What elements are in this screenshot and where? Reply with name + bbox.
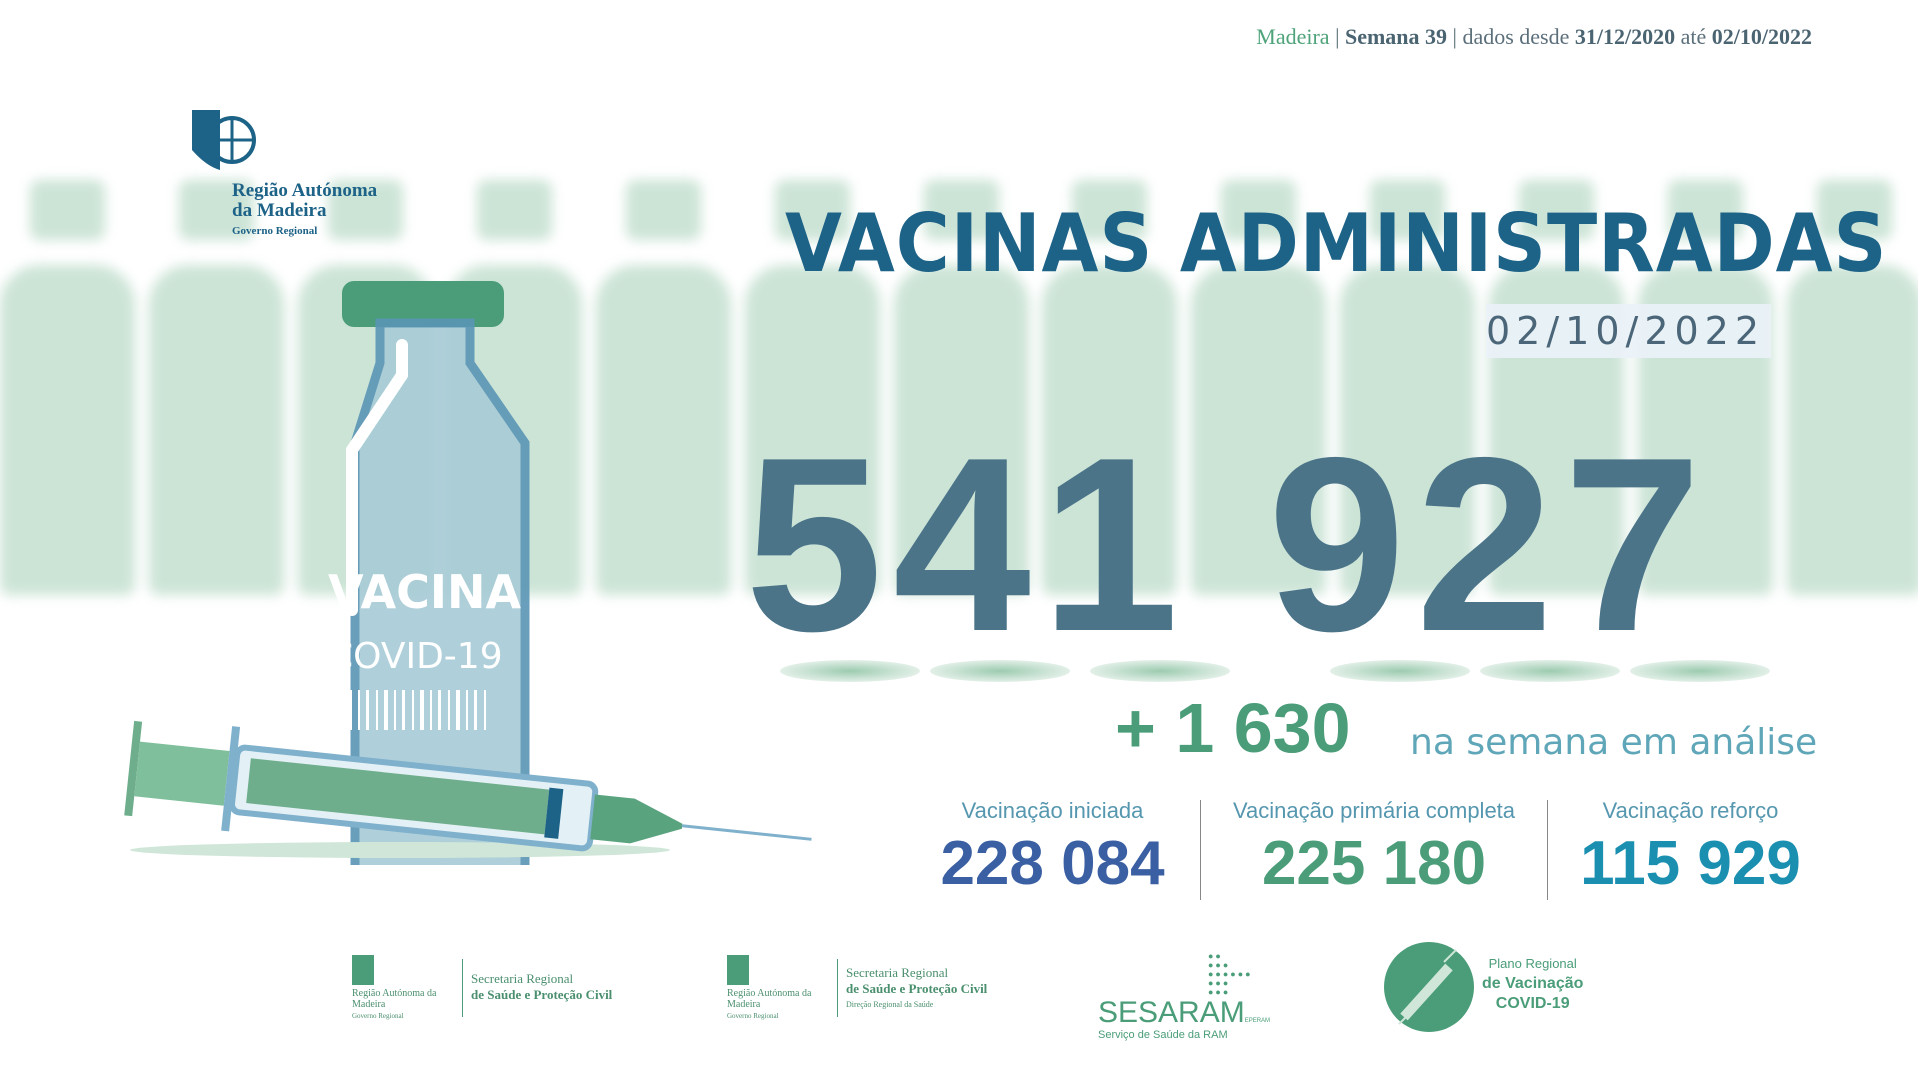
footer-sec2: de Saúde e Proteção Civil [846, 981, 988, 996]
ghost-bottle [1787, 180, 1918, 620]
total-vaccines: 541 927 [745, 405, 1712, 683]
region: Madeira [1256, 24, 1330, 49]
week: Semana 39 [1344, 24, 1448, 49]
stat-value: 228 084 [940, 829, 1165, 898]
syringe-circle-icon [1384, 942, 1474, 1032]
ghost-bottle [744, 180, 880, 620]
footer-sec1: Secretaria Regional [471, 971, 574, 986]
footer-sec2: de Saúde e Proteção Civil [471, 987, 613, 1002]
logo-line3: Governo Regional [232, 225, 318, 237]
stat-booster: Vacinação reforço 115 929 [1553, 798, 1828, 899]
coat-of-arms-icon [192, 110, 256, 170]
footer-logo-secretaria: Região Autónoma da Madeira Governo Region… [352, 954, 613, 1020]
plano-line2: de Vacinação [1482, 975, 1584, 992]
page-title: VACINAS ADMINISTRADAS [785, 197, 1888, 290]
ghost-bottle [1191, 180, 1327, 620]
vaccine-illustration: VACINA COVID-19 [124, 281, 812, 865]
sesaram-logo: ●● ●●● ●●●●●● ●●● ●●● SESARAMEPERAM Serviço … [1098, 951, 1271, 1042]
stat-label: Vacinação reforço [1602, 798, 1779, 823]
sesaram-sub: Serviço de Saúde da RAM [1098, 1029, 1228, 1041]
stat-primary-complete: Vacinação primária completa 225 180 [1206, 798, 1542, 899]
divider [1200, 800, 1201, 900]
weekly-increase: + 1 630 [1115, 689, 1351, 767]
plano-line3: COVID-19 [1495, 995, 1570, 1012]
logo-line1: Região Autónoma [232, 180, 378, 201]
stat-label: Vacinação primária completa [1232, 798, 1516, 823]
range-prefix: dados desde [1462, 24, 1570, 49]
footer-gov: Governo Regional [352, 1011, 404, 1020]
sesaram-tag: EPERAM [1244, 1018, 1271, 1024]
range-mid: até [1680, 24, 1707, 49]
ghost-bottle [0, 180, 135, 620]
footer-sub: Direção Regional da Saúde [846, 1000, 934, 1009]
region-logo: Região Autónoma da Madeira Governo Regio… [190, 108, 377, 241]
header-info: Madeira | Semana 39 | dados desde 31/12/… [1256, 24, 1812, 49]
plano-line1: Plano Regional [1488, 956, 1577, 971]
coat-of-arms-icon [727, 954, 749, 985]
sesaram-dots-icon: ●● ●●● ●●●●●● ●●● ●●● [1208, 951, 1253, 997]
ghost-bottle [1042, 180, 1178, 620]
number-shadow [930, 660, 1070, 682]
logo-line2: da Madeira [232, 200, 327, 221]
footer-logo-direcao: Região Autónoma da Madeira Governo Region… [727, 954, 988, 1020]
ghost-bottle [148, 180, 284, 620]
ghost-bottle [595, 180, 731, 620]
stat-value: 225 180 [1261, 829, 1487, 898]
weekly-label: na semana em análise [1410, 722, 1818, 763]
footer-org: Região Autónoma da Madeira [727, 987, 812, 1010]
stat-value: 115 929 [1580, 829, 1801, 898]
stat-initiated: Vacinação iniciada 228 084 [910, 798, 1195, 899]
coat-of-arms-icon [352, 954, 374, 985]
vial-sublabel: COVID-19 [328, 636, 503, 677]
start-date: 31/12/2020 [1574, 24, 1676, 49]
number-shadow [1630, 660, 1770, 682]
sesaram-name: SESARAM [1098, 996, 1245, 1029]
footer-org: Região Autónoma da Madeira [352, 987, 437, 1010]
plano-logo: Plano Regional de Vacinação COVID-19 [1482, 954, 1583, 1014]
ghost-bottle [893, 180, 1029, 620]
footer-sec1: Secretaria Regional [846, 965, 949, 980]
ghost-bottle [1340, 180, 1476, 620]
report-date: 02/10/2022 [1486, 304, 1771, 358]
number-shadow [1480, 660, 1620, 682]
number-shadow [1090, 660, 1230, 682]
vial-label: VACINA [328, 565, 521, 619]
number-shadow [780, 660, 920, 682]
footer-gov: Governo Regional [727, 1011, 779, 1020]
stat-label: Vacinação iniciada [961, 798, 1144, 823]
end-date: 02/10/2022 [1711, 24, 1812, 49]
number-shadow [1330, 660, 1470, 682]
divider [1547, 800, 1548, 900]
